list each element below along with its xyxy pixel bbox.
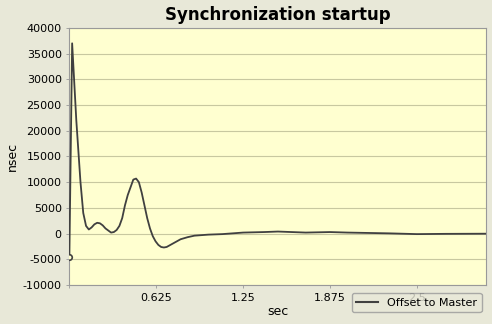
X-axis label: sec: sec [267, 306, 288, 318]
Y-axis label: nsec: nsec [5, 142, 19, 171]
Title: Synchronization startup: Synchronization startup [165, 6, 391, 24]
Legend: Offset to Master: Offset to Master [351, 293, 482, 312]
